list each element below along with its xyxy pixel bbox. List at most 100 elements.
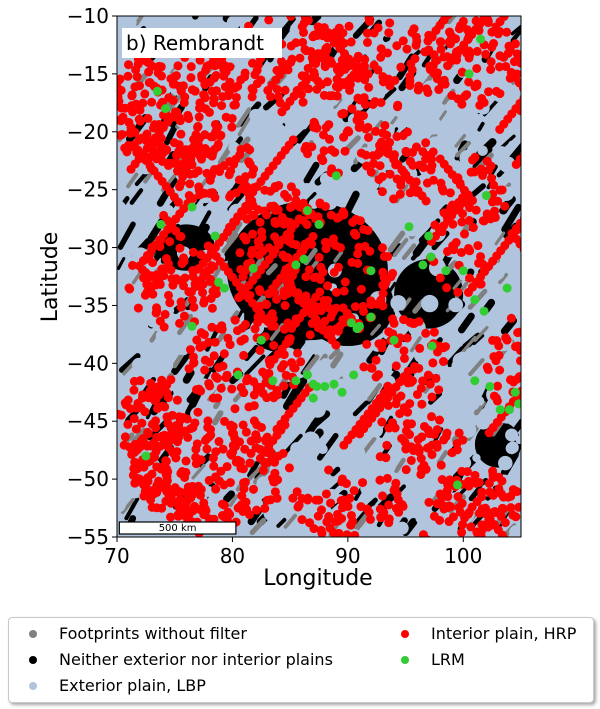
- red-footprint: [195, 504, 205, 514]
- black-footprint: [276, 517, 287, 528]
- y-axis-label: Latitude: [38, 232, 63, 323]
- red-footprint: [355, 216, 365, 226]
- red-footprint: [194, 112, 204, 122]
- red-footprint: [132, 403, 142, 413]
- red-footprint: [308, 58, 318, 68]
- blue-footprint: [301, 431, 320, 450]
- blue-footprint: [515, 435, 521, 445]
- red-footprint: [161, 254, 171, 264]
- red-footprint: [407, 419, 417, 429]
- blue-footprint: [136, 333, 148, 346]
- red-footprint: [349, 486, 359, 496]
- red-footprint: [236, 383, 246, 393]
- red-footprint: [545, 70, 554, 79]
- red-footprint: [353, 249, 363, 259]
- red-footprint: [291, 195, 301, 205]
- red-footprint: [405, 188, 415, 198]
- black-footprint: [518, 91, 521, 98]
- red-footprint: [247, 58, 257, 68]
- legend-marker-gray: [29, 629, 37, 638]
- red-footprint: [179, 256, 189, 266]
- black-footprint: [310, 410, 331, 429]
- red-footprint: [199, 298, 209, 308]
- red-footprint: [184, 114, 194, 124]
- red-footprint: [183, 432, 193, 442]
- red-footprint: [287, 54, 297, 64]
- red-footprint: [117, 96, 124, 106]
- blue-footprint: [160, 359, 174, 372]
- red-footprint: [367, 363, 377, 373]
- blue-footprint: [477, 145, 488, 156]
- gray-footprint: [446, 260, 458, 272]
- blue-footprint: [492, 264, 504, 276]
- gray-footprint: [370, 323, 382, 336]
- blue-footprint: [415, 508, 432, 526]
- red-footprint: [476, 531, 486, 537]
- red-footprint: [319, 146, 329, 156]
- red-footprint: [200, 365, 210, 375]
- red-footprint: [423, 443, 433, 453]
- red-footprint: [176, 297, 186, 307]
- blue-footprint: [177, 17, 191, 31]
- blue-footprint: [249, 108, 263, 123]
- red-footprint: [376, 512, 386, 522]
- red-footprint: [448, 241, 458, 251]
- red-footprint: [241, 427, 251, 437]
- y-tick-label: −45: [67, 409, 109, 433]
- red-footprint: [324, 120, 334, 130]
- black-footprint: [164, 120, 180, 146]
- red-footprint: [406, 455, 416, 465]
- red-footprint: [340, 277, 350, 287]
- red-footprint: [509, 57, 519, 67]
- red-footprint: [325, 91, 335, 101]
- red-footprint: [188, 506, 198, 516]
- blue-footprint: [117, 372, 124, 383]
- red-footprint: [186, 73, 196, 83]
- blue-footprint: [226, 16, 241, 30]
- red-footprint: [524, 144, 533, 153]
- red-footprint: [477, 94, 487, 104]
- red-footprint: [464, 481, 474, 491]
- red-footprint: [465, 50, 475, 60]
- red-footprint: [484, 87, 494, 97]
- blue-footprint: [336, 154, 349, 166]
- red-footprint: [207, 303, 217, 313]
- gray-footprint: [120, 497, 135, 515]
- plot-area: [117, 16, 560, 537]
- red-footprint: [150, 120, 160, 130]
- red-footprint: [211, 372, 221, 382]
- red-footprint: [239, 232, 249, 242]
- red-footprint: [378, 267, 388, 277]
- red-footprint: [399, 346, 409, 356]
- red-footprint: [416, 469, 426, 479]
- blue-footprint: [253, 120, 272, 138]
- red-footprint: [525, 376, 534, 385]
- red-footprint: [504, 41, 514, 51]
- red-footprint: [452, 445, 462, 455]
- legend-item-lrm: LRM: [401, 650, 465, 669]
- red-footprint: [398, 36, 408, 46]
- legend-label: Interior plain, HRP: [431, 624, 577, 643]
- red-footprint: [209, 98, 219, 108]
- red-footprint: [238, 420, 248, 430]
- red-footprint: [551, 125, 560, 134]
- red-footprint: [332, 91, 342, 101]
- red-footprint: [413, 443, 423, 453]
- red-footprint: [175, 318, 185, 328]
- red-footprint: [492, 396, 502, 406]
- red-footprint: [197, 154, 207, 164]
- black-footprint: [117, 221, 136, 250]
- red-footprint: [200, 93, 210, 103]
- scale-bar: 500 km: [118, 521, 237, 535]
- red-footprint: [318, 156, 328, 166]
- red-footprint: [268, 473, 278, 483]
- blue-footprint: [241, 395, 251, 404]
- red-footprint: [318, 130, 328, 140]
- lrm-point: [187, 202, 197, 212]
- red-footprint: [427, 154, 437, 164]
- red-footprint: [401, 444, 411, 454]
- red-footprint: [512, 487, 521, 497]
- red-footprint: [284, 463, 294, 473]
- red-footprint: [238, 464, 248, 474]
- red-footprint: [385, 18, 395, 28]
